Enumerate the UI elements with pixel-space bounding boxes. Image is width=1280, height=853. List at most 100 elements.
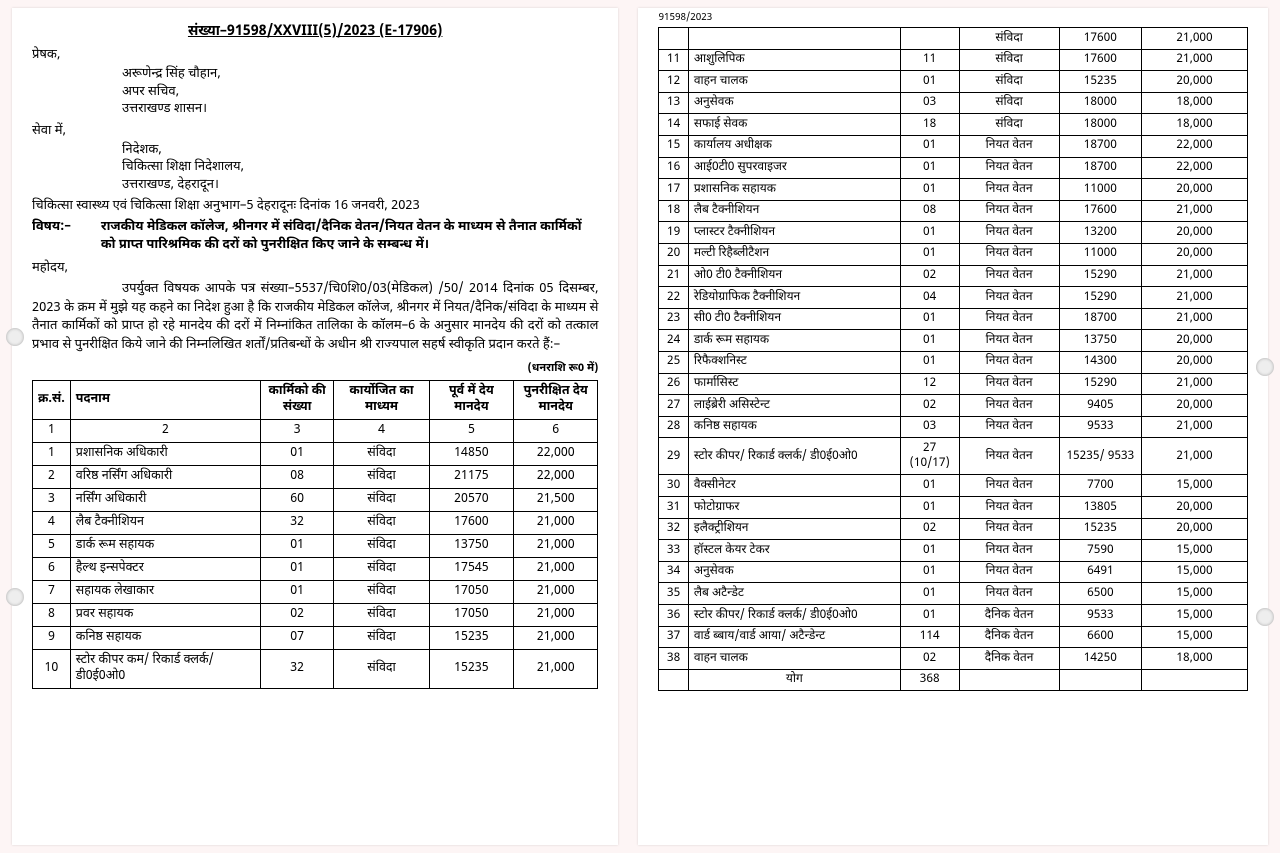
cell-new: 21,000: [514, 535, 598, 558]
cell-sn: 4: [33, 512, 71, 535]
table-row: 9कनिष्ठ सहायक07संविदा1523521,000: [33, 627, 598, 650]
cell-sn: 8: [33, 604, 71, 627]
cell-count: 60: [261, 489, 334, 512]
cell-new: 15,000: [1142, 475, 1248, 497]
cell-count: 08: [900, 200, 959, 222]
cell-sn: 24: [659, 330, 688, 352]
cell-mode: संविदा: [334, 558, 430, 581]
cell-post: हॉस्टल केयर टेकर: [688, 540, 900, 562]
cell-count: 01: [900, 308, 959, 330]
cell-count: 03: [900, 416, 959, 438]
cell-post: अनुसेवक: [688, 561, 900, 583]
table-row: 14सफाई सेवक18संविदा1800018,000: [659, 114, 1248, 136]
table-row: 24डार्क रूम सहायक01नियत वेतन1375020,000: [659, 330, 1248, 352]
table-row: 8प्रवर सहायक02संविदा1705021,000: [33, 604, 598, 627]
cell-post: सहायक लेखाकार: [70, 581, 260, 604]
cell-sn: 30: [659, 475, 688, 497]
table-row: 5डार्क रूम सहायक01संविदा1375021,000: [33, 535, 598, 558]
cell-sn: 38: [659, 648, 688, 670]
cell-mode: नियत वेतन: [959, 518, 1059, 540]
table-row: 31फोटोग्राफर01नियत वेतन1380520,000: [659, 497, 1248, 519]
cell-count: 02: [900, 518, 959, 540]
cell-post: [688, 28, 900, 50]
cell-count: 18: [900, 114, 959, 136]
cell-sn: 10: [33, 650, 71, 689]
cell-new: 18,000: [1142, 92, 1248, 114]
cell-sn: 31: [659, 497, 688, 519]
department-line: चिकित्सा स्वास्थ्य एवं चिकित्सा शिक्षा अ…: [32, 198, 598, 215]
cell-post: डार्क रूम सहायक: [688, 330, 900, 352]
cell-sn: 1: [33, 443, 71, 466]
cell-sn: 26: [659, 373, 688, 395]
th-mode: कार्योजित का माध्यम: [334, 381, 430, 420]
table-row: 37वार्ड ब्बाय/वार्ड आया/ अटैन्डेन्ट114दै…: [659, 626, 1248, 648]
th-post: पदनाम: [70, 381, 260, 420]
document-page-1: संख्या–91598/XXVIII(5)/2023 (E-17906) प्…: [12, 8, 618, 845]
cell-sn: 12: [659, 71, 688, 93]
cell-post: लैब टैक्नीशियन: [70, 512, 260, 535]
cell-prev: 17050: [429, 581, 513, 604]
subject-text: राजकीय मेडिकल कॉलेज, श्रीनगर में संविदा/…: [101, 219, 599, 255]
cell-new: 21,000: [514, 604, 598, 627]
cell-sn: 22: [659, 287, 688, 309]
cell-count: 08: [261, 466, 334, 489]
table-row: 11आशुलिपिक11संविदा1760021,000: [659, 49, 1248, 71]
sender-label: प्रेषक,: [32, 47, 598, 64]
cell-mode: नियत वेतन: [959, 265, 1059, 287]
table-row: 20मल्टी रिहैब्लीटैशन01नियत वेतन1100020,0…: [659, 243, 1248, 265]
cell-sn: 28: [659, 416, 688, 438]
cell-sn: 7: [33, 581, 71, 604]
cell-mode: नियत वेतन: [959, 179, 1059, 201]
cell-sn: 34: [659, 561, 688, 583]
cell-count: 01: [900, 497, 959, 519]
cell-count: 11: [900, 49, 959, 71]
cell-mode: संविदा: [334, 443, 430, 466]
cell-sn: 18: [659, 200, 688, 222]
table-row: 10स्टोर कीपर कम/ रिकार्ड क्लर्क/ डी0ई0ओ0…: [33, 650, 598, 689]
cell-count: 07: [261, 627, 334, 650]
cell-mode: संविदा: [334, 535, 430, 558]
cell-post: मल्टी रिहैब्लीटैशन: [688, 243, 900, 265]
cell-prev: 15290: [1059, 287, 1141, 309]
cell-prev: 15235: [429, 627, 513, 650]
cell-mode: नियत वेतन: [959, 497, 1059, 519]
cell-count: 01: [261, 443, 334, 466]
cell-count: [900, 28, 959, 50]
cell-prev: 13750: [1059, 330, 1141, 352]
cell-count: 01: [900, 179, 959, 201]
cell-post: कार्यालय अधीक्षक: [688, 135, 900, 157]
cell-sn: 20: [659, 243, 688, 265]
cell-sn: 37: [659, 626, 688, 648]
rate-table-page1: क्र.सं. पदनाम कार्मिको की संख्या कार्योज…: [32, 380, 598, 689]
cell-mode: नियत वेतन: [959, 222, 1059, 244]
cell-sn: 33: [659, 540, 688, 562]
cell-mode: दैनिक वेतन: [959, 648, 1059, 670]
cell-new: 15,000: [1142, 540, 1248, 562]
table-row-partial: संविदा 17600 21,000: [659, 28, 1248, 50]
table-row: 29स्टोर कीपर/ रिकार्ड क्लर्क/ डी0ई0ओ027 …: [659, 438, 1248, 475]
cell-sn: 16: [659, 157, 688, 179]
cell-prev: 18700: [1059, 157, 1141, 179]
cell-new: 22,000: [1142, 157, 1248, 179]
cell-new: 20,000: [1142, 330, 1248, 352]
cell-prev: 15290: [1059, 373, 1141, 395]
cell-sn: 6: [33, 558, 71, 581]
cell-mode: संविदा: [959, 92, 1059, 114]
cell-new: 15,000: [1142, 605, 1248, 627]
cell-count: 02: [261, 604, 334, 627]
cell-mode: संविदा: [334, 489, 430, 512]
cell-sn: 3: [33, 489, 71, 512]
punch-hole: [1256, 608, 1274, 626]
cell-post: डार्क रूम सहायक: [70, 535, 260, 558]
sender-block: अरूणेन्द्र सिंह चौहान, अपर सचिव, उत्तराख…: [122, 66, 598, 119]
cell-count: 03: [900, 92, 959, 114]
cell-new: 21,000: [1142, 373, 1248, 395]
cell-new: 21,000: [514, 558, 598, 581]
table-row: 6हैल्थ इन्सपेक्टर01संविदा1754521,000: [33, 558, 598, 581]
cell-new: 20,000: [1142, 497, 1248, 519]
cell-prev: 13200: [1059, 222, 1141, 244]
page2-ref: 91598/2023: [658, 12, 1248, 25]
cell-sn: 21: [659, 265, 688, 287]
cell-sn: 35: [659, 583, 688, 605]
cell-post: प्रवर सहायक: [70, 604, 260, 627]
